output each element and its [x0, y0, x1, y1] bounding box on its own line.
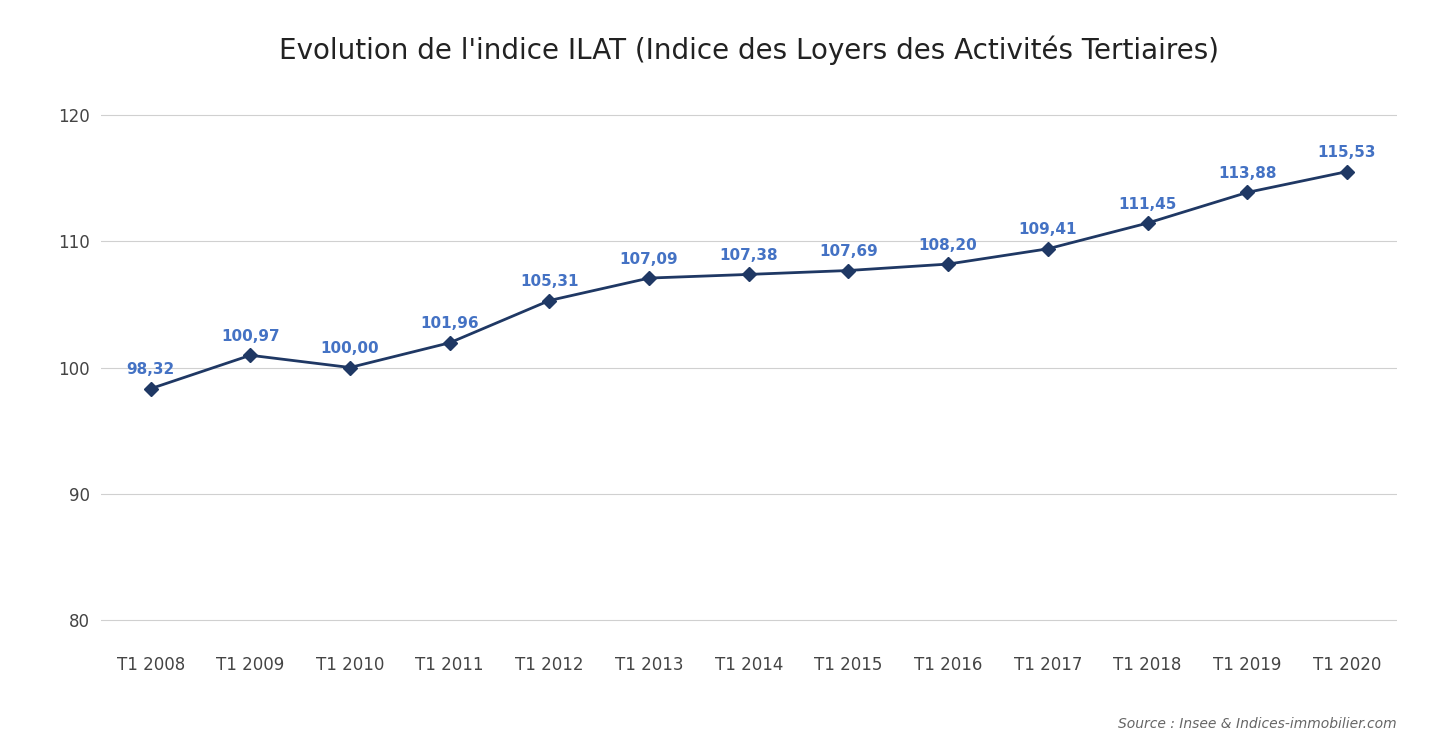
Text: 107,38: 107,38: [720, 248, 778, 263]
Text: 105,31: 105,31: [520, 274, 579, 290]
Text: 100,97: 100,97: [220, 329, 279, 344]
Title: Evolution de l'indice ILAT (Indice des Loyers des Activités Tertiaires): Evolution de l'indice ILAT (Indice des L…: [279, 36, 1218, 65]
Text: 107,09: 107,09: [619, 252, 678, 267]
Text: 115,53: 115,53: [1318, 146, 1377, 160]
Text: 109,41: 109,41: [1018, 223, 1077, 238]
Text: 111,45: 111,45: [1119, 196, 1176, 211]
Text: 108,20: 108,20: [919, 238, 978, 253]
Text: Source : Insee & Indices-immobilier.com: Source : Insee & Indices-immobilier.com: [1119, 717, 1397, 731]
Text: 98,32: 98,32: [127, 362, 174, 377]
Text: 101,96: 101,96: [420, 316, 480, 332]
Text: 107,69: 107,69: [819, 244, 878, 260]
Text: 100,00: 100,00: [321, 341, 379, 356]
Text: 113,88: 113,88: [1218, 166, 1276, 181]
